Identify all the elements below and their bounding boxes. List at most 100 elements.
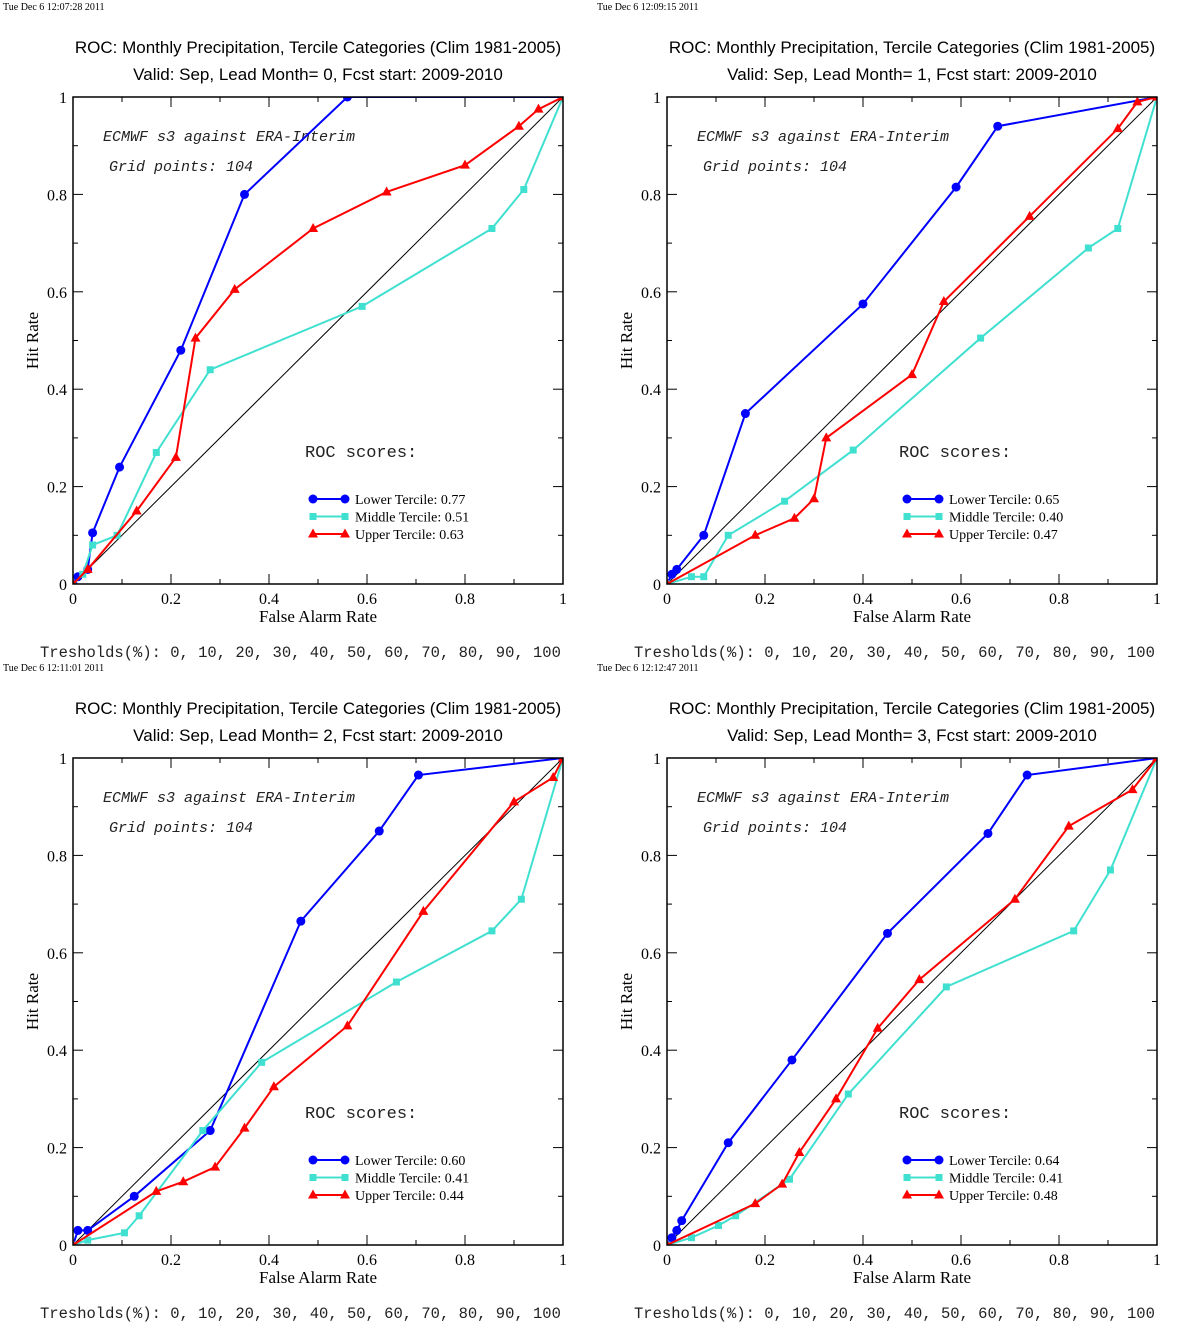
legend-label: Middle Tercile: 0.41	[355, 1172, 469, 1187]
y-tick-label: 0.6	[47, 285, 67, 302]
x-tick-label: 1	[1153, 591, 1161, 608]
chart-subtitle: Valid: Sep, Lead Month= 1, Fcst start: 2…	[727, 65, 1097, 84]
legend-marker	[342, 513, 349, 520]
y-tick-label: 0.6	[641, 946, 661, 963]
model-annotation: ECMWF s3 against ERA-Interim	[103, 129, 355, 146]
data-point	[787, 1055, 796, 1064]
y-tick-label: 0.6	[47, 946, 67, 963]
data-point	[520, 186, 527, 193]
data-point	[781, 498, 788, 505]
grid-points-annotation: Grid points: 104	[109, 820, 253, 837]
data-point	[724, 1138, 733, 1147]
timestamp: Tue Dec 6 12:11:01 2011	[3, 663, 104, 674]
roc-panel-3: Tue Dec 6 12:12:47 2011 ROC: Monthly Prec…	[597, 663, 1162, 1322]
y-tick-label: 1	[653, 90, 661, 107]
y-tick-label: 1	[59, 751, 67, 768]
x-tick-label: 0.8	[1049, 1252, 1069, 1269]
y-tick-label: 0.4	[641, 1043, 661, 1060]
data-point	[993, 122, 1002, 131]
legend-marker	[341, 1156, 350, 1165]
chart-title: ROC: Monthly Precipitation, Tercile Cate…	[75, 699, 561, 718]
x-tick-label: 0.6	[951, 1252, 971, 1269]
y-axis-label: Hit Rate	[23, 973, 42, 1030]
data-point	[121, 1229, 128, 1236]
data-point	[240, 190, 249, 199]
data-point	[1085, 244, 1092, 251]
data-point	[1114, 225, 1121, 232]
data-point	[699, 531, 708, 540]
x-tick-label: 0.8	[1049, 591, 1069, 608]
chart-title: ROC: Monthly Precipitation, Tercile Cate…	[669, 699, 1155, 718]
data-point	[883, 929, 892, 938]
y-tick-label: 0.2	[641, 1141, 661, 1158]
legend-label: Upper Tercile: 0.47	[949, 528, 1058, 543]
data-point	[393, 979, 400, 986]
data-point	[206, 1126, 215, 1135]
roc-scores-heading: ROC scores:	[899, 1105, 1011, 1124]
data-point	[1070, 927, 1077, 934]
legend-label: Middle Tercile: 0.41	[949, 1172, 1063, 1187]
x-tick-label: 0.4	[853, 591, 873, 608]
roc-scores-heading: ROC scores:	[305, 444, 417, 463]
data-point	[672, 1226, 681, 1235]
x-tick-label: 0	[69, 1252, 77, 1269]
y-tick-label: 0.2	[47, 1141, 67, 1158]
legend: Lower Tercile: 0.65 Middle Tercile: 0.40 U…	[902, 493, 1063, 543]
data-point	[136, 1212, 143, 1219]
data-point	[952, 183, 961, 192]
legend-marker	[935, 495, 944, 504]
legend-label: Middle Tercile: 0.40	[949, 511, 1063, 526]
legend-marker	[935, 1156, 944, 1165]
thresholds-text: Tresholds(%): 0, 10, 20, 30, 40, 50, 60,…	[40, 1305, 561, 1322]
data-point	[488, 225, 495, 232]
model-annotation: ECMWF s3 against ERA-Interim	[697, 790, 949, 807]
x-tick-label: 0.6	[357, 591, 377, 608]
data-point	[777, 1179, 787, 1188]
timestamp: Tue Dec 6 12:09:15 2011	[597, 2, 698, 13]
data-point	[414, 771, 423, 780]
y-tick-label: 0.4	[47, 1043, 67, 1060]
x-tick-label: 0.8	[455, 1252, 475, 1269]
grid-points-annotation: Grid points: 104	[109, 159, 253, 176]
x-axis-label: False Alarm Rate	[259, 1268, 377, 1287]
data-point	[725, 532, 732, 539]
x-tick-label: 0.4	[259, 1252, 279, 1269]
y-tick-label: 0	[653, 1238, 661, 1255]
y-tick-label: 0.8	[47, 187, 67, 204]
chart-subtitle: Valid: Sep, Lead Month= 3, Fcst start: 2…	[727, 726, 1097, 745]
x-axis-label: False Alarm Rate	[853, 1268, 971, 1287]
legend-label: Lower Tercile: 0.64	[949, 1154, 1059, 1169]
chart-title: ROC: Monthly Precipitation, Tercile Cate…	[75, 38, 561, 57]
data-point	[460, 160, 470, 169]
figure-canvas: Tue Dec 6 12:07:28 2011ROC: Monthly Prec…	[0, 0, 1187, 1322]
y-tick-label: 0.2	[641, 480, 661, 497]
legend-marker	[342, 1174, 349, 1181]
legend-label: Upper Tercile: 0.44	[355, 1189, 464, 1204]
legend-label: Lower Tercile: 0.65	[949, 493, 1059, 508]
x-tick-label: 0.8	[455, 591, 475, 608]
y-tick-label: 0.4	[47, 382, 67, 399]
roc-panel-2: Tue Dec 6 12:11:01 2011 ROC: Monthly Prec…	[3, 663, 568, 1322]
timestamp: Tue Dec 6 12:12:47 2011	[597, 663, 698, 674]
legend-marker	[309, 495, 318, 504]
x-tick-label: 0.2	[161, 1252, 181, 1269]
roc-panel-1: Tue Dec 6 12:09:15 2011ROC: Monthly Prec…	[597, 2, 1162, 662]
data-point	[907, 369, 917, 378]
legend-marker	[903, 1156, 912, 1165]
data-point	[977, 335, 984, 342]
legend: Lower Tercile: 0.60 Middle Tercile: 0.41 U…	[308, 1154, 469, 1204]
y-tick-label: 1	[653, 751, 661, 768]
x-axis-label: False Alarm Rate	[259, 607, 377, 626]
data-point	[88, 528, 97, 537]
x-tick-label: 0.2	[755, 1252, 775, 1269]
data-point	[845, 1091, 852, 1098]
data-point	[677, 1216, 686, 1225]
roc-scores-heading: ROC scores:	[305, 1105, 417, 1124]
legend: Lower Tercile: 0.64 Middle Tercile: 0.41 U…	[902, 1154, 1063, 1204]
data-point	[207, 366, 214, 373]
grid-points-annotation: Grid points: 104	[703, 159, 847, 176]
data-point	[171, 452, 181, 461]
legend-label: Lower Tercile: 0.60	[355, 1154, 465, 1169]
legend-marker	[341, 495, 350, 504]
data-point	[1107, 867, 1114, 874]
